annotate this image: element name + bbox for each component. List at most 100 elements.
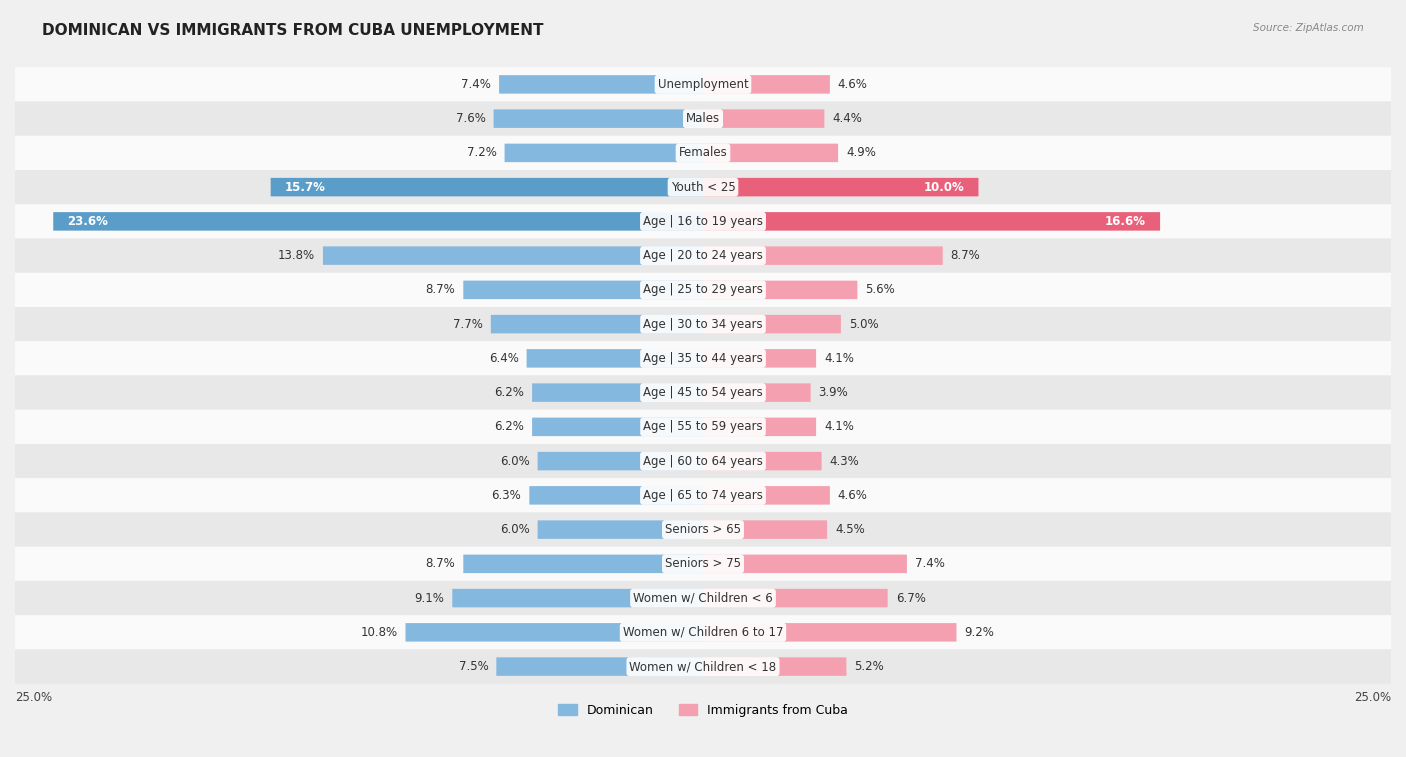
Text: 8.7%: 8.7% bbox=[950, 249, 980, 262]
FancyBboxPatch shape bbox=[529, 486, 703, 505]
Text: Age | 65 to 74 years: Age | 65 to 74 years bbox=[643, 489, 763, 502]
FancyBboxPatch shape bbox=[491, 315, 703, 333]
Text: 6.0%: 6.0% bbox=[501, 455, 530, 468]
Text: 13.8%: 13.8% bbox=[278, 249, 315, 262]
FancyBboxPatch shape bbox=[15, 512, 1391, 547]
FancyBboxPatch shape bbox=[703, 418, 815, 436]
Text: 6.0%: 6.0% bbox=[501, 523, 530, 536]
FancyBboxPatch shape bbox=[703, 75, 830, 94]
Text: 16.6%: 16.6% bbox=[1105, 215, 1146, 228]
FancyBboxPatch shape bbox=[531, 418, 703, 436]
Text: 4.3%: 4.3% bbox=[830, 455, 859, 468]
Text: 7.6%: 7.6% bbox=[456, 112, 485, 125]
Text: Age | 25 to 29 years: Age | 25 to 29 years bbox=[643, 283, 763, 297]
Text: 7.4%: 7.4% bbox=[461, 78, 491, 91]
Text: Age | 45 to 54 years: Age | 45 to 54 years bbox=[643, 386, 763, 399]
FancyBboxPatch shape bbox=[703, 657, 846, 676]
Text: 4.5%: 4.5% bbox=[835, 523, 865, 536]
FancyBboxPatch shape bbox=[15, 67, 1391, 101]
Text: 9.2%: 9.2% bbox=[965, 626, 994, 639]
Legend: Dominican, Immigrants from Cuba: Dominican, Immigrants from Cuba bbox=[553, 699, 853, 722]
FancyBboxPatch shape bbox=[15, 307, 1391, 341]
FancyBboxPatch shape bbox=[505, 144, 703, 162]
FancyBboxPatch shape bbox=[703, 623, 956, 642]
Text: 4.9%: 4.9% bbox=[846, 146, 876, 160]
FancyBboxPatch shape bbox=[703, 589, 887, 607]
FancyBboxPatch shape bbox=[703, 144, 838, 162]
FancyBboxPatch shape bbox=[15, 101, 1391, 136]
Text: 5.6%: 5.6% bbox=[865, 283, 896, 297]
Text: Women w/ Children < 18: Women w/ Children < 18 bbox=[630, 660, 776, 673]
FancyBboxPatch shape bbox=[703, 110, 824, 128]
Text: Age | 55 to 59 years: Age | 55 to 59 years bbox=[643, 420, 763, 433]
FancyBboxPatch shape bbox=[15, 238, 1391, 273]
FancyBboxPatch shape bbox=[494, 110, 703, 128]
Text: Age | 35 to 44 years: Age | 35 to 44 years bbox=[643, 352, 763, 365]
Text: 7.2%: 7.2% bbox=[467, 146, 496, 160]
Text: Source: ZipAtlas.com: Source: ZipAtlas.com bbox=[1253, 23, 1364, 33]
Text: 4.6%: 4.6% bbox=[838, 489, 868, 502]
FancyBboxPatch shape bbox=[703, 520, 827, 539]
Text: Age | 60 to 64 years: Age | 60 to 64 years bbox=[643, 455, 763, 468]
Text: 4.1%: 4.1% bbox=[824, 420, 853, 433]
Text: Age | 16 to 19 years: Age | 16 to 19 years bbox=[643, 215, 763, 228]
Text: Males: Males bbox=[686, 112, 720, 125]
Text: 10.8%: 10.8% bbox=[360, 626, 398, 639]
Text: 4.6%: 4.6% bbox=[838, 78, 868, 91]
FancyBboxPatch shape bbox=[15, 273, 1391, 307]
Text: Women w/ Children 6 to 17: Women w/ Children 6 to 17 bbox=[623, 626, 783, 639]
FancyBboxPatch shape bbox=[15, 650, 1391, 684]
FancyBboxPatch shape bbox=[323, 246, 703, 265]
Text: 10.0%: 10.0% bbox=[924, 181, 965, 194]
FancyBboxPatch shape bbox=[527, 349, 703, 368]
Text: 6.2%: 6.2% bbox=[495, 386, 524, 399]
Text: 6.4%: 6.4% bbox=[489, 352, 519, 365]
FancyBboxPatch shape bbox=[15, 204, 1391, 238]
FancyBboxPatch shape bbox=[703, 246, 942, 265]
FancyBboxPatch shape bbox=[15, 341, 1391, 375]
FancyBboxPatch shape bbox=[703, 383, 811, 402]
Text: 25.0%: 25.0% bbox=[15, 690, 52, 703]
FancyBboxPatch shape bbox=[15, 410, 1391, 444]
Text: 7.7%: 7.7% bbox=[453, 318, 482, 331]
Text: Seniors > 75: Seniors > 75 bbox=[665, 557, 741, 570]
FancyBboxPatch shape bbox=[703, 555, 907, 573]
FancyBboxPatch shape bbox=[271, 178, 703, 196]
FancyBboxPatch shape bbox=[53, 212, 703, 231]
Text: 6.2%: 6.2% bbox=[495, 420, 524, 433]
Text: Women w/ Children < 6: Women w/ Children < 6 bbox=[633, 592, 773, 605]
FancyBboxPatch shape bbox=[531, 383, 703, 402]
Text: Seniors > 65: Seniors > 65 bbox=[665, 523, 741, 536]
FancyBboxPatch shape bbox=[15, 375, 1391, 410]
Text: 6.7%: 6.7% bbox=[896, 592, 925, 605]
FancyBboxPatch shape bbox=[537, 520, 703, 539]
Text: Youth < 25: Youth < 25 bbox=[671, 181, 735, 194]
Text: 3.9%: 3.9% bbox=[818, 386, 848, 399]
FancyBboxPatch shape bbox=[703, 315, 841, 333]
FancyBboxPatch shape bbox=[405, 623, 703, 642]
FancyBboxPatch shape bbox=[703, 178, 979, 196]
FancyBboxPatch shape bbox=[496, 657, 703, 676]
Text: 25.0%: 25.0% bbox=[1354, 690, 1391, 703]
FancyBboxPatch shape bbox=[464, 281, 703, 299]
Text: 5.0%: 5.0% bbox=[849, 318, 879, 331]
Text: 5.2%: 5.2% bbox=[855, 660, 884, 673]
Text: 9.1%: 9.1% bbox=[415, 592, 444, 605]
FancyBboxPatch shape bbox=[15, 136, 1391, 170]
FancyBboxPatch shape bbox=[15, 547, 1391, 581]
FancyBboxPatch shape bbox=[703, 452, 821, 470]
FancyBboxPatch shape bbox=[703, 281, 858, 299]
FancyBboxPatch shape bbox=[703, 212, 1160, 231]
Text: Unemployment: Unemployment bbox=[658, 78, 748, 91]
FancyBboxPatch shape bbox=[703, 486, 830, 505]
Text: 8.7%: 8.7% bbox=[426, 283, 456, 297]
Text: 4.1%: 4.1% bbox=[824, 352, 853, 365]
Text: 7.5%: 7.5% bbox=[458, 660, 488, 673]
FancyBboxPatch shape bbox=[15, 444, 1391, 478]
FancyBboxPatch shape bbox=[499, 75, 703, 94]
Text: 4.4%: 4.4% bbox=[832, 112, 862, 125]
FancyBboxPatch shape bbox=[15, 170, 1391, 204]
Text: 15.7%: 15.7% bbox=[284, 181, 326, 194]
FancyBboxPatch shape bbox=[15, 581, 1391, 615]
FancyBboxPatch shape bbox=[453, 589, 703, 607]
